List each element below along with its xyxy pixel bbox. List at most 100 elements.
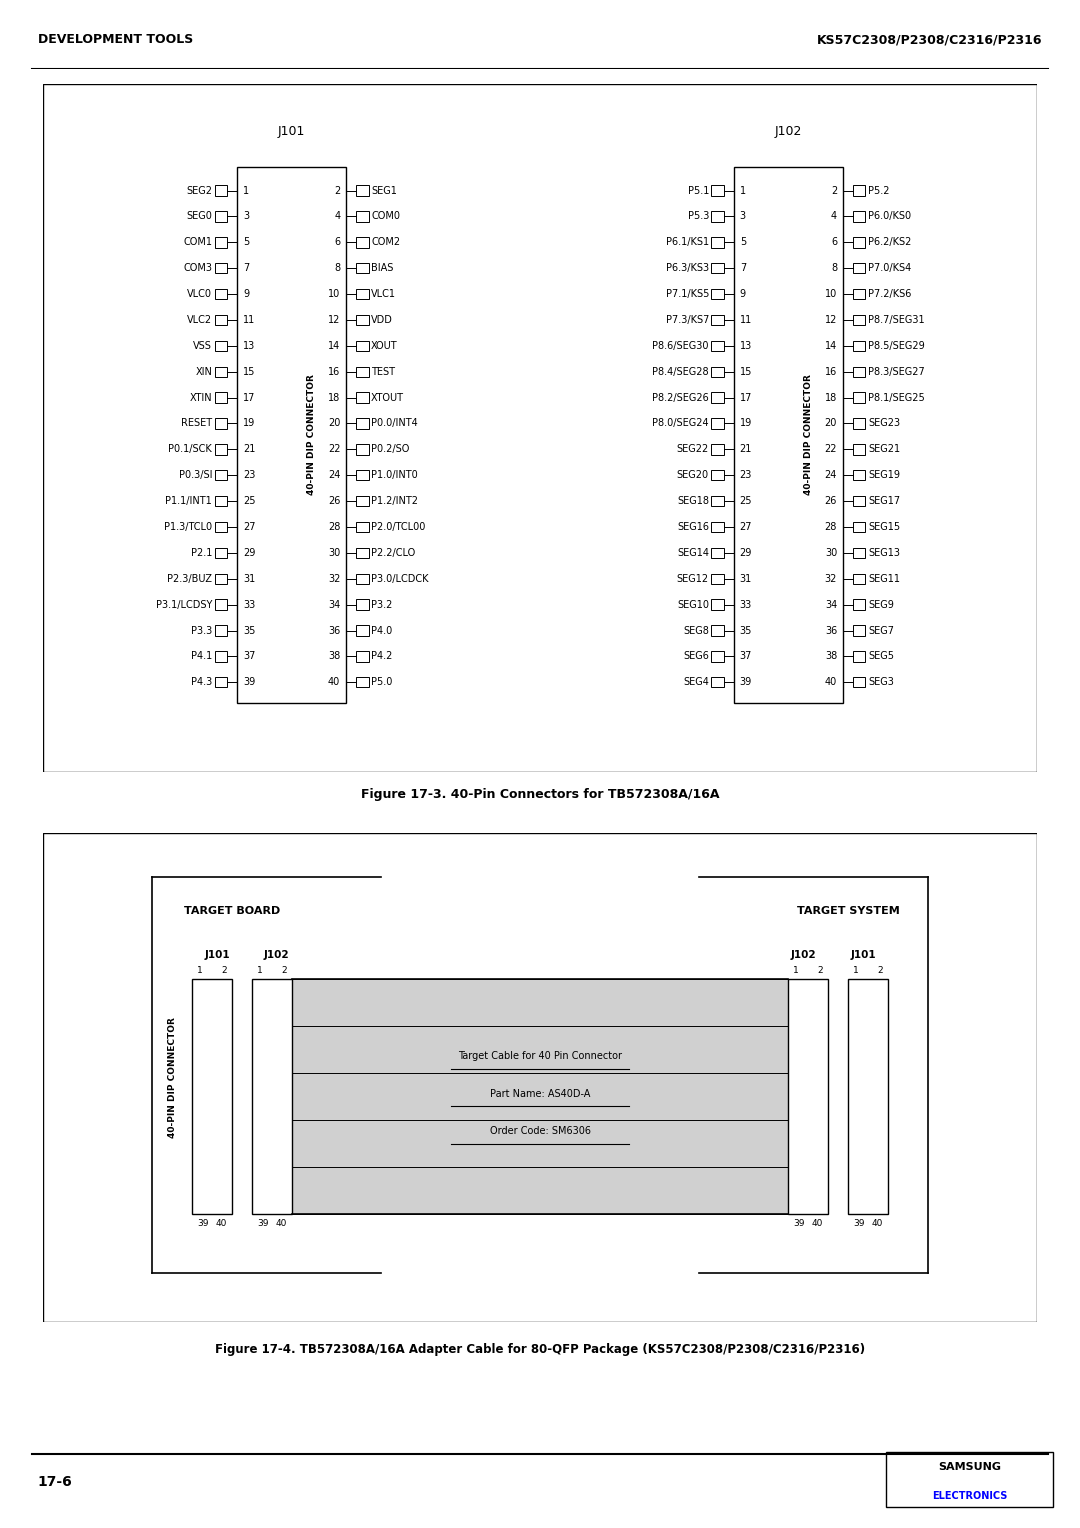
Bar <box>853 471 865 480</box>
Text: 9: 9 <box>740 289 746 299</box>
Text: 37: 37 <box>740 651 752 662</box>
Text: 33: 33 <box>243 599 255 610</box>
Text: XTIN: XTIN <box>189 393 212 402</box>
Bar <box>712 547 724 558</box>
Bar <box>853 263 865 274</box>
Bar <box>356 677 368 688</box>
Bar <box>356 573 368 584</box>
Text: 4: 4 <box>831 211 837 222</box>
Text: J101: J101 <box>278 125 306 139</box>
Text: P6.3/KS3: P6.3/KS3 <box>665 263 708 274</box>
Text: P6.1/KS1: P6.1/KS1 <box>665 237 708 248</box>
Text: P2.2/CLO: P2.2/CLO <box>372 549 416 558</box>
Bar <box>215 315 227 325</box>
Text: 11: 11 <box>243 315 255 325</box>
Text: 19: 19 <box>243 419 255 428</box>
Text: 17-6: 17-6 <box>38 1475 72 1488</box>
Text: SEG7: SEG7 <box>868 625 894 636</box>
Text: 2: 2 <box>221 966 227 975</box>
Text: 12: 12 <box>328 315 340 325</box>
Text: 2: 2 <box>334 185 340 196</box>
Text: 1: 1 <box>257 966 262 975</box>
Bar <box>712 651 724 662</box>
Text: SEG23: SEG23 <box>868 419 900 428</box>
Bar <box>712 573 724 584</box>
Bar <box>215 445 227 454</box>
Text: SEG4: SEG4 <box>683 677 708 688</box>
Bar <box>356 471 368 480</box>
Text: P2.0/TCL00: P2.0/TCL00 <box>372 523 426 532</box>
Text: 28: 28 <box>825 523 837 532</box>
Text: 23: 23 <box>740 471 752 480</box>
Text: SEG0: SEG0 <box>186 211 212 222</box>
Text: 16: 16 <box>825 367 837 377</box>
Text: 37: 37 <box>243 651 255 662</box>
Text: 40: 40 <box>216 1219 227 1229</box>
Text: 27: 27 <box>740 523 752 532</box>
Bar <box>788 979 828 1215</box>
Bar <box>356 599 368 610</box>
Text: SEG9: SEG9 <box>868 599 894 610</box>
Text: 14: 14 <box>825 341 837 351</box>
Text: P0.2/SO: P0.2/SO <box>372 445 409 454</box>
Bar <box>712 367 724 377</box>
Text: 22: 22 <box>825 445 837 454</box>
Text: SEG22: SEG22 <box>677 445 708 454</box>
Text: P8.5/SEG29: P8.5/SEG29 <box>868 341 924 351</box>
Bar <box>215 599 227 610</box>
Text: 40-PIN DIP CONNECTOR: 40-PIN DIP CONNECTOR <box>167 1016 177 1138</box>
Text: Target Cable for 40 Pin Connector: Target Cable for 40 Pin Connector <box>458 1051 622 1062</box>
Text: 20: 20 <box>328 419 340 428</box>
Text: 13: 13 <box>740 341 752 351</box>
Bar <box>853 185 865 196</box>
Text: 15: 15 <box>243 367 255 377</box>
Text: 25: 25 <box>740 497 752 506</box>
Text: SEG20: SEG20 <box>677 471 708 480</box>
Text: P0.1/SCK: P0.1/SCK <box>168 445 212 454</box>
Bar <box>853 211 865 222</box>
Text: P1.3/TCL0: P1.3/TCL0 <box>164 523 212 532</box>
Text: VSS: VSS <box>193 341 212 351</box>
Text: 33: 33 <box>740 599 752 610</box>
Bar <box>215 341 227 351</box>
Text: SEG17: SEG17 <box>868 497 900 506</box>
Text: BIAS: BIAS <box>372 263 393 274</box>
Text: 9: 9 <box>243 289 249 299</box>
Bar <box>215 625 227 636</box>
Text: P7.2/KS6: P7.2/KS6 <box>868 289 912 299</box>
Text: VLC0: VLC0 <box>187 289 212 299</box>
Text: 28: 28 <box>328 523 340 532</box>
Text: Part Name: AS40D-A: Part Name: AS40D-A <box>490 1089 590 1099</box>
Bar <box>356 445 368 454</box>
Text: 31: 31 <box>243 573 255 584</box>
Bar <box>853 573 865 584</box>
Bar <box>712 677 724 688</box>
Text: P6.0/KS0: P6.0/KS0 <box>868 211 912 222</box>
Bar <box>712 523 724 532</box>
Bar <box>886 1452 1053 1507</box>
Bar <box>356 211 368 222</box>
Text: 39: 39 <box>853 1219 864 1229</box>
Bar <box>853 237 865 248</box>
Text: SAMSUNG: SAMSUNG <box>939 1462 1001 1473</box>
Text: COM3: COM3 <box>184 263 212 274</box>
Text: 13: 13 <box>243 341 255 351</box>
Text: SEG21: SEG21 <box>868 445 900 454</box>
Text: 40: 40 <box>872 1219 882 1229</box>
Bar <box>853 315 865 325</box>
Text: 29: 29 <box>740 549 752 558</box>
Text: J102: J102 <box>774 125 802 139</box>
Text: 1: 1 <box>853 966 859 975</box>
Text: 8: 8 <box>334 263 340 274</box>
Text: 32: 32 <box>328 573 340 584</box>
Text: 2: 2 <box>281 966 286 975</box>
Text: 40-PIN DIP CONNECTOR: 40-PIN DIP CONNECTOR <box>804 374 813 495</box>
Bar <box>215 471 227 480</box>
Bar <box>712 599 724 610</box>
Bar <box>215 185 227 196</box>
Text: P8.7/SEG31: P8.7/SEG31 <box>868 315 924 325</box>
Text: Figure 17-4. TB572308A/16A Adapter Cable for 80-QFP Package (KS57C2308/P2308/C23: Figure 17-4. TB572308A/16A Adapter Cable… <box>215 1343 865 1355</box>
Bar <box>215 237 227 248</box>
Text: P7.3/KS7: P7.3/KS7 <box>665 315 708 325</box>
Bar <box>356 237 368 248</box>
